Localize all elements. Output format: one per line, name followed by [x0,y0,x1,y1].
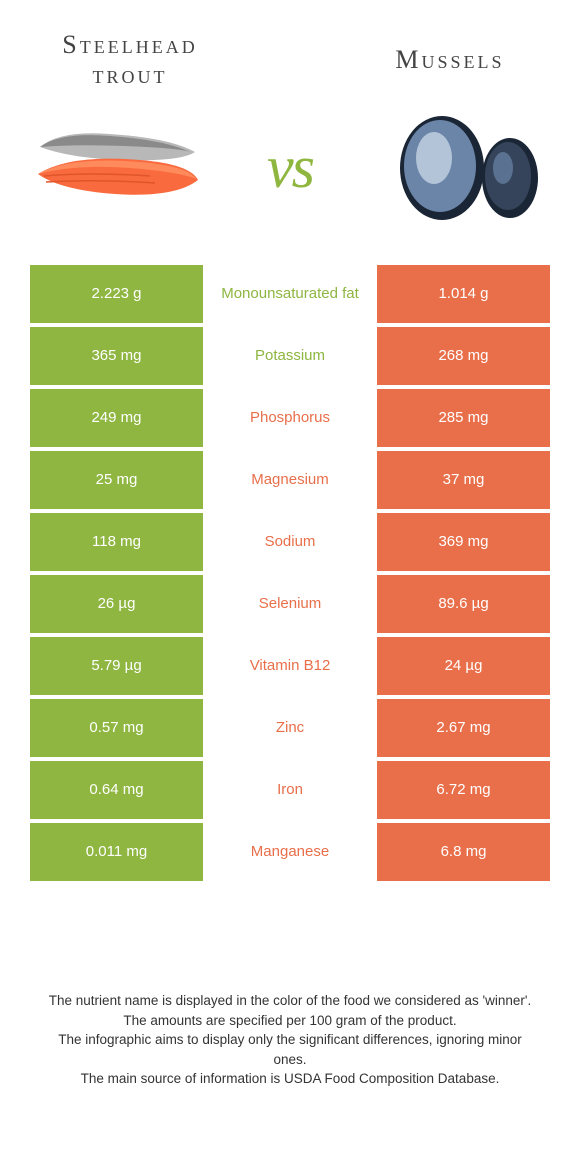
left-value: 5.79 µg [30,637,203,695]
nutrient-label: Phosphorus [203,389,377,447]
nutrient-label: Potassium [203,327,377,385]
table-row: 365 mgPotassium268 mg [30,327,550,385]
nutrient-label: Selenium [203,575,377,633]
nutrient-label: Vitamin B12 [203,637,377,695]
footer-line: The main source of information is USDA F… [40,1069,540,1089]
right-food-title: Mussels [350,45,550,75]
right-value: 24 µg [377,637,550,695]
footer-line: The infographic aims to display only the… [40,1030,540,1069]
right-value: 89.6 µg [377,575,550,633]
trout-image [30,110,200,225]
left-food-title: Steelhead trout [30,30,230,90]
nutrient-label: Manganese [203,823,377,881]
right-value: 268 mg [377,327,550,385]
title-line2: trout [93,60,168,89]
vs-label: vs [267,133,313,202]
nutrient-label: Zinc [203,699,377,757]
table-row: 249 mgPhosphorus285 mg [30,389,550,447]
nutrient-label: Sodium [203,513,377,571]
table-row: 118 mgSodium369 mg [30,513,550,571]
table-row: 5.79 µgVitamin B1224 µg [30,637,550,695]
right-value: 6.72 mg [377,761,550,819]
left-value: 26 µg [30,575,203,633]
left-value: 25 mg [30,451,203,509]
title-line1: Steelhead [62,30,197,59]
right-value: 369 mg [377,513,550,571]
left-value: 0.011 mg [30,823,203,881]
nutrient-label: Iron [203,761,377,819]
right-value: 1.014 g [377,265,550,323]
nutrient-table: 2.223 gMonounsaturated fat1.014 g365 mgP… [30,265,550,881]
footer-line: The amounts are specified per 100 gram o… [40,1011,540,1031]
nutrient-label: Magnesium [203,451,377,509]
images-row: vs [0,100,580,265]
right-value: 285 mg [377,389,550,447]
left-value: 2.223 g [30,265,203,323]
right-value: 37 mg [377,451,550,509]
left-value: 249 mg [30,389,203,447]
header: Steelhead trout Mussels [0,0,580,100]
table-row: 2.223 gMonounsaturated fat1.014 g [30,265,550,323]
table-row: 0.57 mgZinc2.67 mg [30,699,550,757]
left-value: 365 mg [30,327,203,385]
left-value: 0.57 mg [30,699,203,757]
table-row: 0.64 mgIron6.72 mg [30,761,550,819]
right-value: 2.67 mg [377,699,550,757]
table-row: 25 mgMagnesium37 mg [30,451,550,509]
right-value: 6.8 mg [377,823,550,881]
table-row: 26 µgSelenium89.6 µg [30,575,550,633]
nutrient-label: Monounsaturated fat [203,265,377,323]
footer-line: The nutrient name is displayed in the co… [40,991,540,1011]
left-value: 0.64 mg [30,761,203,819]
footer-notes: The nutrient name is displayed in the co… [0,991,580,1089]
left-value: 118 mg [30,513,203,571]
table-row: 0.011 mgManganese6.8 mg [30,823,550,881]
mussel-image [380,110,550,225]
